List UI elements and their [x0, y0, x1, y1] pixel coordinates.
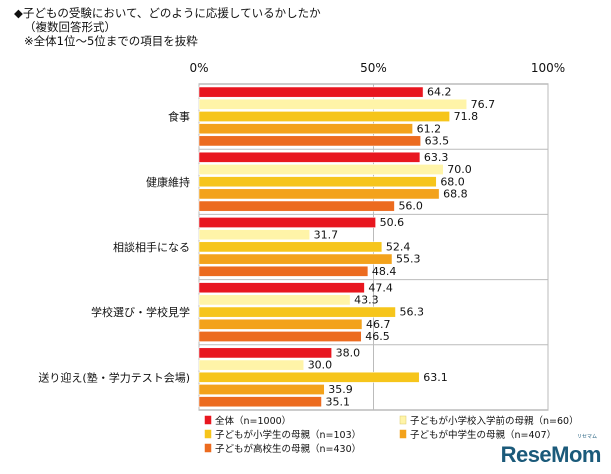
value-label: 71.8 [454, 110, 479, 123]
bar [198, 217, 376, 228]
value-label: 35.9 [328, 383, 353, 396]
value-label: 63.5 [425, 135, 450, 148]
legend-swatch [204, 443, 212, 453]
bar [198, 294, 351, 306]
bar [198, 396, 322, 408]
bar [198, 135, 421, 147]
value-label: 48.4 [372, 265, 397, 278]
bar [198, 265, 369, 277]
value-label: 50.6 [380, 216, 405, 229]
legend-swatch [399, 429, 407, 439]
logo-subtext: リセマム [576, 434, 597, 440]
value-label: 68.0 [440, 175, 465, 188]
bar [198, 384, 325, 395]
value-label: 70.0 [447, 163, 472, 176]
legend-label: 子どもが中学生の母親（n=407） [410, 429, 556, 441]
bar [198, 188, 440, 200]
value-label: 61.2 [417, 122, 442, 135]
bar [198, 229, 310, 241]
category-label: 相談相手になる [113, 240, 190, 254]
bar [198, 164, 444, 175]
bar [198, 86, 424, 98]
value-label: 31.7 [314, 228, 339, 241]
category-label: 送り迎え(塾・学力テスト会場) [38, 370, 190, 384]
value-label: 46.7 [366, 318, 391, 331]
value-label: 46.5 [365, 330, 390, 343]
value-label: 52.4 [386, 241, 411, 254]
legend-swatch [204, 429, 212, 439]
bar [198, 331, 362, 342]
legend-label: 子どもが高校生の母親（n=430） [215, 443, 361, 455]
value-label: 47.4 [368, 281, 393, 294]
bar [198, 176, 437, 188]
bar [198, 253, 393, 265]
legend-label: 子どもが小学生の母親（n=103） [215, 429, 361, 441]
title-line-2: （複数回答形式） [24, 20, 116, 34]
bar [198, 318, 363, 330]
resemom-logo: ReseMom [500, 442, 602, 467]
value-label: 55.3 [396, 253, 421, 266]
value-label: 56.0 [398, 200, 423, 213]
x-tick-label: 100% [531, 61, 565, 75]
bar [198, 282, 365, 294]
bar [198, 347, 332, 359]
category-label: 健康維持 [146, 175, 190, 189]
value-label: 30.0 [308, 359, 333, 372]
value-label: 68.8 [443, 188, 468, 201]
category-label: 食事 [168, 110, 190, 124]
value-label: 43.3 [354, 294, 379, 307]
value-label: 64.2 [427, 86, 452, 99]
title-line-3: ※全体1位～5位までの項目を抜粋 [24, 34, 198, 48]
bar [198, 151, 421, 163]
x-tick-label: 0% [189, 61, 208, 75]
value-label: 38.0 [336, 347, 361, 360]
bar [198, 371, 420, 383]
category-label: 学校選び・学校見学 [91, 305, 190, 319]
bar [198, 123, 413, 135]
bar [198, 200, 395, 212]
bar [198, 241, 383, 253]
value-label: 56.3 [399, 306, 424, 319]
bar [198, 111, 450, 122]
title-line-1: ◆子どもの受験において、どのように応援しているかしたか [14, 6, 321, 20]
bar [198, 98, 467, 110]
value-label: 63.3 [424, 151, 449, 164]
bar [198, 306, 396, 318]
legend-swatch [204, 415, 212, 425]
legend-swatch [399, 415, 407, 425]
x-tick-label: 50% [360, 61, 387, 75]
legend-label: 全体（n=1000） [215, 415, 291, 427]
value-label: 76.7 [471, 98, 496, 111]
legend-label: 子どもが小学校入学前の母親（n=60） [410, 415, 579, 427]
value-label: 35.1 [325, 395, 350, 408]
chart-title: ◆子どもの受験において、どのように応援しているかしたか （複数回答形式） ※全体… [14, 6, 321, 48]
value-label: 63.1 [423, 371, 448, 384]
bar [198, 359, 304, 371]
